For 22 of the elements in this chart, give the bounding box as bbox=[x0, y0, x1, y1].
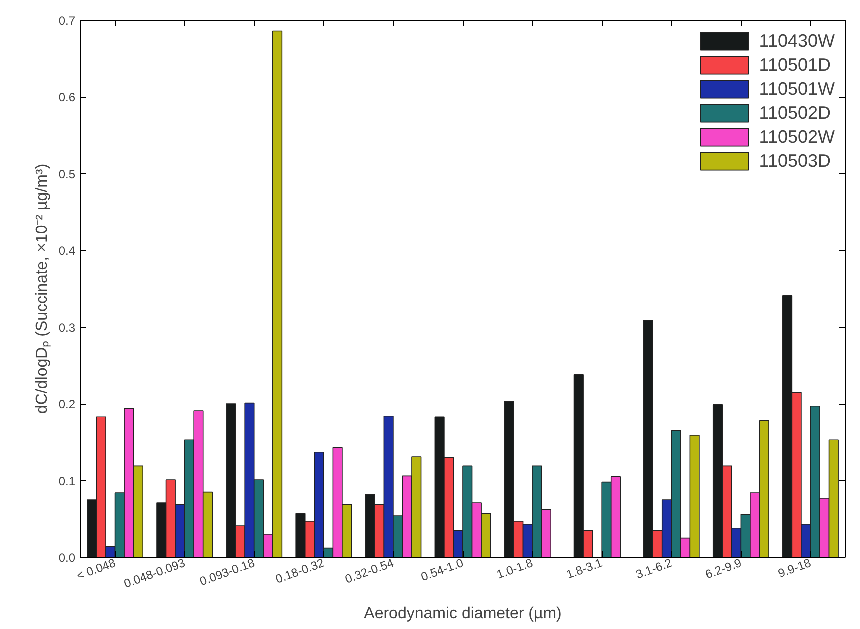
x-tick-label: 3.1-6.2 bbox=[634, 556, 674, 582]
x-tick-label: 6.2-9.9 bbox=[704, 556, 744, 582]
y-axis-title: dC/dlogDₚ (Succinate, ×10⁻² µg/m³) bbox=[34, 164, 51, 414]
x-axis-title: Aerodynamic diameter (µm) bbox=[364, 606, 562, 623]
y-tick-label: 0.1 bbox=[58, 474, 76, 488]
x-tick-label: < 0.048 bbox=[74, 556, 118, 583]
legend-label: 110502W bbox=[759, 126, 835, 148]
legend-label: 110501D bbox=[759, 54, 832, 76]
y-tick-label: 0.4 bbox=[58, 244, 76, 258]
y-tick-label: 0.3 bbox=[58, 320, 76, 335]
legend-label: 110502D bbox=[759, 102, 832, 124]
legend-label: 110503D bbox=[759, 150, 832, 172]
legend-label: 110430W bbox=[759, 30, 835, 52]
legend-label: 110501W bbox=[759, 78, 835, 100]
y-tick-label: 0.5 bbox=[58, 167, 76, 182]
y-tick-label: 0.2 bbox=[58, 398, 76, 412]
y-tick-label: 0.6 bbox=[58, 90, 76, 105]
y-tick-label: 0.0 bbox=[58, 551, 76, 565]
x-tick-label: 9.9-18 bbox=[776, 556, 814, 581]
y-tick-label: 0.7 bbox=[58, 14, 76, 28]
x-tick-label: 1.0-1.8 bbox=[495, 556, 536, 582]
x-tick-label: 1.8-3.1 bbox=[564, 556, 605, 582]
